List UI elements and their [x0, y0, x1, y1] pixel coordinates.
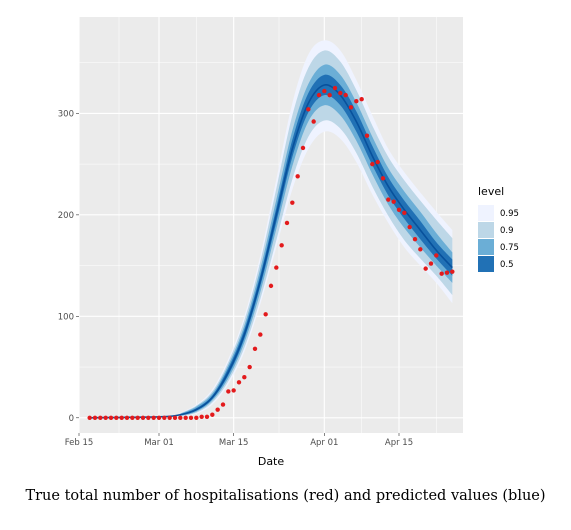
y-tick-label: 300 [58, 109, 74, 119]
observed-point [236, 380, 242, 385]
observed-point [103, 415, 108, 420]
observed-point [348, 105, 354, 110]
observed-point [167, 415, 172, 420]
observed-point [316, 92, 322, 98]
observed-point [146, 415, 151, 420]
observed-point [140, 415, 146, 420]
observed-point [231, 388, 236, 393]
observed-point [295, 174, 300, 179]
observed-point [210, 412, 215, 417]
observed-point [194, 415, 199, 420]
observed-point [354, 99, 359, 104]
observed-point [327, 92, 332, 98]
observed-point [412, 237, 418, 242]
x-tick-label: Mar 01 [144, 438, 174, 448]
observed-point [199, 414, 204, 419]
observed-point [279, 243, 284, 248]
observed-point [247, 364, 252, 370]
observed-point [407, 224, 412, 230]
x-axis: Feb 15 Mar 01 Mar 15 Apr 01 Apr 15 [65, 433, 413, 448]
observed-point [151, 415, 156, 420]
observed-point [359, 96, 364, 102]
observed-point [263, 312, 268, 317]
observed-point [178, 415, 183, 420]
observed-point [370, 161, 375, 167]
observed-point [226, 389, 231, 394]
legend-key [478, 239, 494, 255]
y-tick-label: 0 [69, 414, 74, 424]
observed-point [268, 283, 274, 289]
observed-point [391, 199, 396, 204]
legend-label: 0.9 [500, 226, 514, 236]
y-tick-label: 100 [58, 312, 74, 322]
observed-point [135, 415, 140, 420]
y-tick-label: 200 [58, 211, 74, 221]
observed-point [290, 200, 295, 205]
observed-point [306, 107, 311, 112]
observed-points [87, 85, 455, 420]
observed-point [108, 415, 114, 420]
median-prediction-line [89, 83, 453, 419]
x-tick-label: Apr 15 [385, 438, 413, 448]
observed-point [332, 85, 338, 91]
legend-title: level [478, 185, 504, 198]
y-axis: 0 100 200 300 [58, 109, 79, 424]
figure-caption: True total number of hospitalisations (r… [25, 488, 546, 504]
observed-point [423, 266, 428, 271]
observed-point [92, 415, 98, 420]
observed-point [98, 415, 103, 420]
observed-point [402, 210, 407, 216]
x-tick-label: Apr 01 [310, 438, 338, 448]
observed-point [274, 265, 279, 270]
observed-point [204, 414, 210, 419]
legend: level 0.95 0.9 0.75 0.5 [478, 185, 519, 272]
median-line [89, 83, 453, 419]
observed-point [380, 176, 386, 181]
legend-label: 0.5 [500, 260, 514, 270]
observed-point [364, 133, 370, 138]
observed-point [338, 90, 343, 96]
observed-point [375, 159, 380, 165]
x-axis-title: Date [258, 455, 285, 468]
observed-point [114, 415, 119, 420]
observed-point [130, 415, 135, 420]
observed-point [252, 346, 258, 351]
legend-key [478, 222, 494, 238]
observed-point [386, 197, 391, 202]
observed-point [322, 88, 327, 94]
observed-point [162, 415, 167, 420]
observed-point [396, 207, 402, 212]
observed-point [183, 415, 188, 420]
observed-point [300, 145, 306, 151]
observed-point [188, 415, 194, 420]
band-level-0.75 [180, 64, 453, 416]
observed-point [434, 253, 439, 258]
observed-point [220, 402, 226, 407]
observed-point [156, 415, 162, 420]
observed-point [258, 332, 263, 337]
legend-key [478, 256, 494, 272]
observed-point [428, 261, 434, 266]
observed-point [124, 415, 130, 420]
observed-point [450, 269, 455, 274]
observed-point [87, 415, 92, 420]
x-tick-label: Mar 15 [219, 438, 249, 448]
observed-point [418, 247, 423, 252]
observed-point [343, 92, 348, 98]
observed-point [242, 375, 247, 380]
observed-point [444, 270, 450, 275]
observed-point [311, 119, 316, 124]
legend-label: 0.75 [500, 243, 519, 253]
observed-point [439, 271, 444, 276]
observed-point [215, 407, 220, 412]
observed-point [119, 415, 124, 420]
legend-key [478, 205, 494, 221]
observed-point [284, 220, 290, 226]
x-tick-label: Feb 15 [65, 438, 94, 448]
legend-label: 0.95 [500, 209, 519, 219]
observed-point [172, 415, 178, 420]
